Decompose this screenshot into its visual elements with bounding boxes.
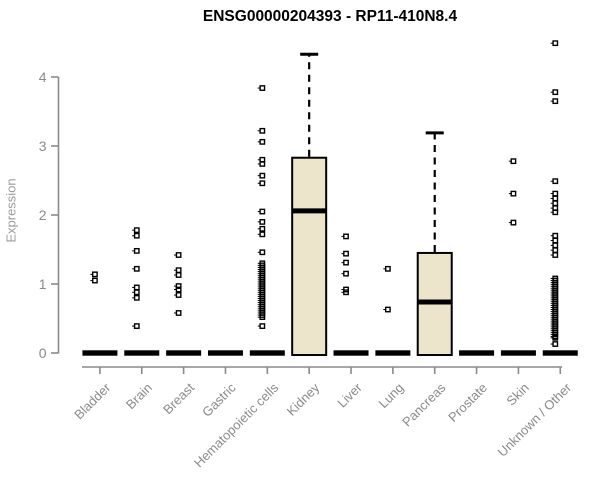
data-point xyxy=(133,247,140,254)
data-point xyxy=(510,219,517,226)
zero-median-bar xyxy=(459,350,495,356)
data-point xyxy=(259,85,266,91)
data-point xyxy=(175,292,182,298)
data-point xyxy=(259,180,266,187)
data-point xyxy=(92,277,98,284)
data-point xyxy=(552,242,559,249)
data-point xyxy=(133,227,140,234)
zero-median-bar xyxy=(333,350,369,356)
zero-median-bar xyxy=(166,350,202,356)
data-point xyxy=(510,158,517,165)
data-point xyxy=(259,172,266,179)
zero-median-bar xyxy=(207,350,243,356)
zero-median-bar xyxy=(82,350,118,356)
data-point xyxy=(343,259,349,266)
data-point xyxy=(133,232,140,239)
data-point xyxy=(343,270,349,277)
data-point xyxy=(259,314,266,321)
data-point xyxy=(259,138,266,145)
data-point xyxy=(552,40,559,47)
data-point xyxy=(384,265,391,272)
data-point xyxy=(384,306,391,313)
data-point xyxy=(259,323,266,329)
data-point xyxy=(175,252,182,258)
data-point xyxy=(552,232,559,239)
data-point xyxy=(175,310,182,316)
data-point xyxy=(552,237,559,244)
data-point xyxy=(133,289,140,296)
data-point xyxy=(259,249,266,256)
data-point xyxy=(552,190,559,197)
data-point xyxy=(552,200,559,207)
data-point xyxy=(552,247,559,254)
data-point xyxy=(175,286,182,293)
data-point xyxy=(175,283,182,289)
y-tick-label: 3 xyxy=(39,138,47,154)
data-point xyxy=(552,252,559,258)
data-point xyxy=(552,178,559,185)
zero-median-bar xyxy=(500,350,536,356)
data-point xyxy=(133,284,140,291)
data-point xyxy=(175,267,182,274)
y-tick-label: 1 xyxy=(39,276,47,292)
data-point xyxy=(133,294,140,301)
data-point xyxy=(259,161,266,167)
zero-median-bar xyxy=(375,350,411,356)
zero-median-bar xyxy=(124,350,160,356)
data-point xyxy=(343,289,349,296)
zero-median-bar xyxy=(249,350,285,356)
data-point xyxy=(259,218,266,225)
data-point xyxy=(552,195,559,202)
data-point xyxy=(510,190,517,197)
data-point xyxy=(552,334,559,341)
data-point xyxy=(92,271,98,278)
data-point xyxy=(343,233,349,240)
data-point xyxy=(552,341,559,347)
y-tick-label: 4 xyxy=(39,69,47,85)
data-point xyxy=(259,231,266,238)
data-point xyxy=(175,272,182,278)
zero-median-bar xyxy=(542,350,578,356)
chart-title: ENSG00000204393 - RP11-410N8.4 xyxy=(202,8,458,25)
data-point xyxy=(133,265,140,272)
data-point xyxy=(259,127,266,134)
data-point xyxy=(133,323,140,329)
data-point xyxy=(552,98,559,105)
y-tick-label: 2 xyxy=(39,207,47,223)
data-point xyxy=(552,209,559,216)
data-point xyxy=(552,89,559,96)
data-point xyxy=(259,225,266,232)
box xyxy=(291,156,328,356)
y-tick-label: 0 xyxy=(39,345,47,361)
data-point xyxy=(343,250,349,257)
data-point xyxy=(259,208,266,215)
